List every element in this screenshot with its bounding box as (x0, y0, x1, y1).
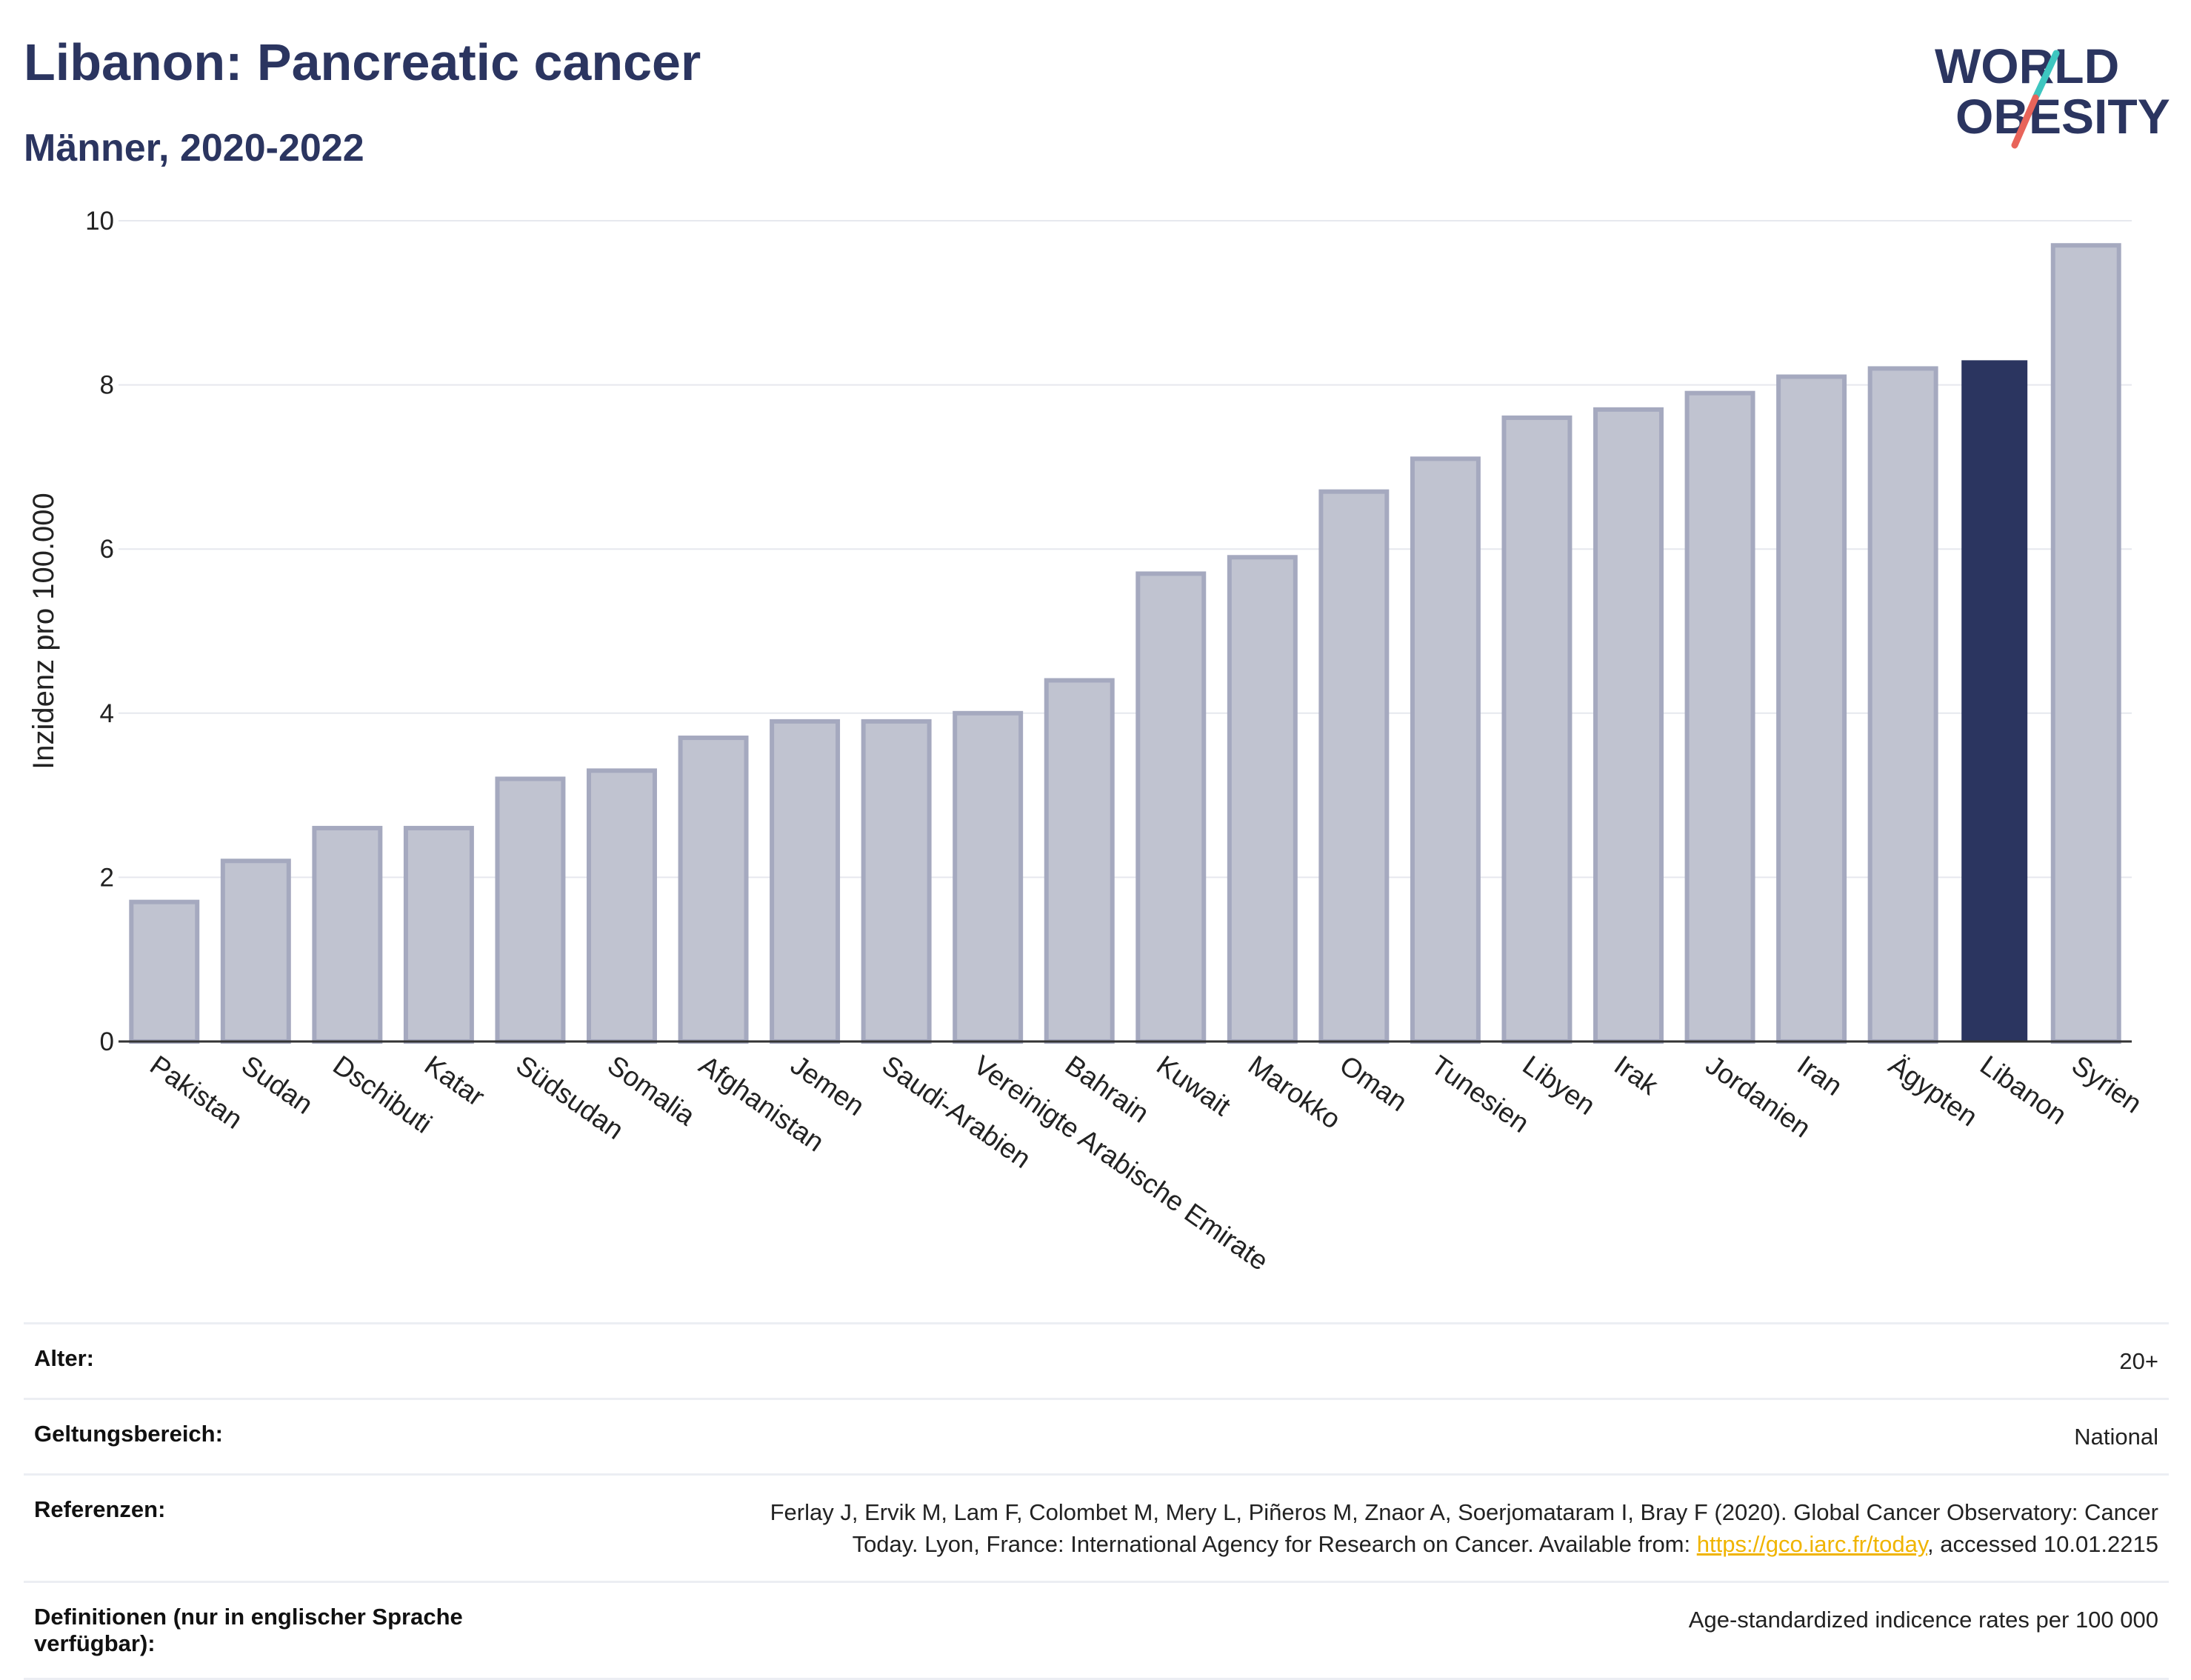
bar-marokko (1227, 555, 1298, 1044)
bar-oman (1318, 489, 1390, 1044)
y-axis-title: Inzidenz pro 100.000 (27, 493, 60, 770)
x-tick-label: Syrien (2067, 1050, 2147, 1119)
bar-iran (1776, 374, 1847, 1044)
bar-bahrain (1044, 678, 1115, 1044)
page-title: Libanon: Pancreatic cancer (24, 33, 701, 91)
y-tick-label: 0 (100, 1027, 114, 1056)
bar-sudan (220, 859, 291, 1044)
bar-irak (1593, 407, 1664, 1044)
bar-saudi-arabien (861, 719, 932, 1044)
y-tick-label: 4 (100, 699, 114, 728)
x-tick-label: Ägypten (1884, 1050, 1984, 1132)
reference-text-line2: Today. Lyon, France: International Agenc… (852, 1531, 1697, 1557)
logo-text-obesity: OBESITY (1955, 89, 2170, 144)
bar-syrien (2050, 243, 2121, 1044)
meta-value-age: 20+ (2119, 1348, 2158, 1374)
x-tick-label: Marokko (1243, 1050, 1347, 1135)
y-tick-label: 2 (100, 863, 114, 892)
bar-afghanistan (678, 736, 749, 1044)
reference-link[interactable]: https://gco.iarc.fr/today (1696, 1531, 1928, 1557)
x-tick-label: Kuwait (1151, 1050, 1236, 1122)
metadata-table: Alter: 20+ Geltungsbereich: National Ref… (24, 1322, 2169, 1680)
meta-label-definitions: Definitionen (nur in englischer Sprache … (34, 1604, 463, 1656)
page-subtitle: Männer, 2020-2022 (24, 127, 364, 170)
bar-jordanien (1684, 390, 1755, 1044)
logo-slash-bottom (2011, 94, 2039, 149)
meta-label-age: Alter: (34, 1345, 94, 1371)
bar-dschibuti (312, 825, 383, 1044)
reference-text-line1: Ferlay J, Ervik M, Lam F, Colombet M, Me… (770, 1499, 2158, 1525)
bar-kuwait (1135, 571, 1207, 1044)
bar-südsudan (495, 776, 566, 1044)
bar-somalia (587, 768, 657, 1044)
meta-value-references: Ferlay J, Ervik M, Lam F, Colombet M, Me… (563, 1475, 2169, 1582)
bar-jemen (770, 719, 841, 1044)
meta-value-definitions: Age-standardized indicence rates per 100… (1688, 1607, 2158, 1633)
x-tick-label: Katar (419, 1050, 490, 1112)
bar-libyen (1501, 415, 1573, 1044)
bar-libanon (1961, 360, 2028, 1041)
y-tick-label: 6 (100, 535, 114, 564)
bar-tunesien (1410, 456, 1481, 1044)
logo-slash-top (2032, 50, 2060, 101)
bar-katar (403, 825, 474, 1044)
x-tick-label: Oman (1334, 1050, 1413, 1117)
x-tick-label: Tunesien (1426, 1050, 1535, 1139)
meta-value-scope: National (2074, 1424, 2158, 1450)
y-tick-label: 10 (85, 207, 114, 236)
world-obesity-logo: WORLD OBESITY (1935, 39, 2170, 149)
x-tick-label: Libanon (1975, 1050, 2072, 1130)
meta-row-definitions: Definitionen (nur in englischer Sprache … (24, 1581, 2169, 1679)
x-tick-label: Irak (1609, 1050, 1664, 1101)
logo-text-world: WORLD (1935, 39, 2119, 93)
meta-label-scope: Geltungsbereich: (34, 1421, 223, 1447)
meta-row-references: Referenzen: Ferlay J, Ervik M, Lam F, Co… (24, 1474, 2169, 1582)
bar-pakistan (129, 899, 200, 1044)
bar-ägypten (1867, 366, 1938, 1044)
x-tick-label: Iran (1792, 1050, 1848, 1101)
meta-row-scope: Geltungsbereich: National (24, 1399, 2169, 1475)
x-tick-label: Dschibuti (327, 1050, 437, 1139)
bar-vereinigte-arabische-emirate (953, 710, 1024, 1044)
y-tick-label: 8 (100, 371, 114, 400)
meta-label-references: Referenzen: (34, 1496, 166, 1522)
meta-row-age: Alter: 20+ (24, 1323, 2169, 1399)
reference-text-accessed: , accessed 10.01.2215 (1927, 1531, 2158, 1557)
x-tick-label: Pakistan (144, 1050, 248, 1135)
